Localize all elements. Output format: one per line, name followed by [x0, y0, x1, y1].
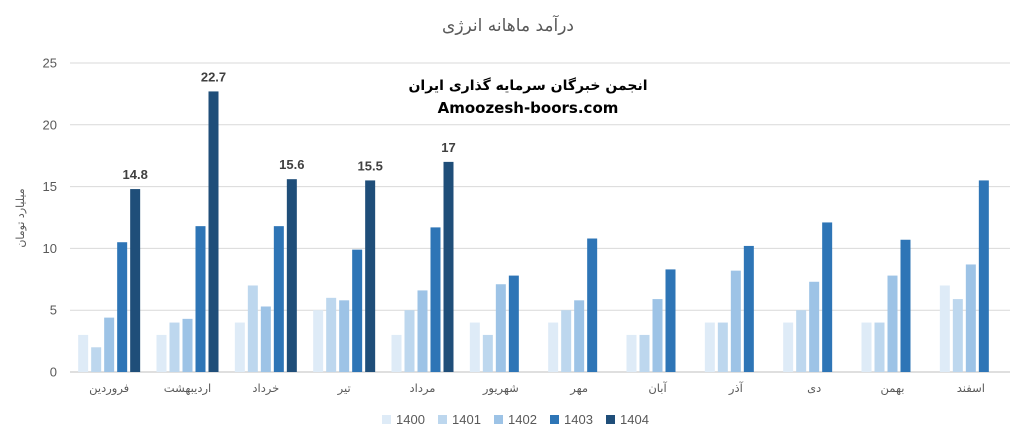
- bar-1403-12: [978, 180, 989, 372]
- y-axis-label: میلیارد تومان: [14, 188, 27, 247]
- x-tick-label: شهریور: [482, 381, 519, 396]
- bar-1402-11: [887, 275, 898, 372]
- bar-1400-1: [78, 334, 89, 372]
- bar-1400-5: [391, 334, 402, 372]
- bar-1402-1: [104, 317, 115, 372]
- bar-1401-5: [404, 310, 415, 372]
- x-tick-label: مهر: [569, 381, 588, 396]
- bar-1403-8: [665, 269, 676, 372]
- bar-1401-9: [717, 322, 728, 372]
- bar-1400-11: [861, 322, 872, 372]
- bar-1402-10: [809, 281, 820, 372]
- bar-1401-2: [169, 322, 180, 372]
- watermark-line-1: انجمن خبرگان سرمایه گذاری ایران: [408, 77, 647, 94]
- data-label: 15.6: [279, 157, 304, 172]
- x-tick-label: آذر: [728, 381, 744, 396]
- legend-swatch-1404: [606, 415, 615, 424]
- chart-title: درآمد ماهانه انرژی: [442, 14, 574, 36]
- data-labels: 14.8 22.7 15.6 15.5 17: [123, 69, 456, 182]
- x-tick-label: اسفند: [957, 381, 985, 395]
- bar-1402-5: [417, 290, 428, 372]
- bar-1403-9: [743, 245, 754, 372]
- x-tick-label: اردیبهشت: [164, 381, 211, 396]
- bar-1400-4: [313, 310, 324, 372]
- bar-1401-6: [482, 334, 493, 372]
- bar-1403-11: [900, 239, 911, 372]
- bar-1404-3: [286, 179, 297, 372]
- legend-swatch-1401: [438, 415, 447, 424]
- bar-1401-11: [874, 322, 885, 372]
- bar-1403-5: [430, 227, 441, 372]
- y-axis-ticks: 0 5 10 15 20 25: [43, 56, 57, 380]
- bar-1401-7: [561, 310, 572, 372]
- bar-1402-6: [495, 284, 506, 372]
- x-tick-label: بهمن: [881, 381, 905, 396]
- bar-1403-4: [352, 249, 363, 372]
- y-tick-label: 5: [50, 303, 57, 318]
- bar-1403-6: [508, 275, 519, 372]
- y-tick-label: 0: [50, 365, 57, 380]
- bar-1400-9: [704, 322, 715, 372]
- y-tick-label: 15: [43, 179, 57, 194]
- bar-1402-9: [730, 270, 741, 372]
- bar-1402-7: [574, 300, 585, 372]
- bar-1404-1: [130, 189, 141, 372]
- bar-1403-7: [587, 238, 598, 372]
- legend-swatch-1402: [494, 415, 503, 424]
- watermark-line-2: Amoozesh-boors.com: [438, 99, 619, 117]
- x-tick-label: تیر: [337, 381, 351, 396]
- bar-1401-1: [91, 347, 102, 372]
- bars: [78, 91, 989, 372]
- bar-1401-3: [247, 285, 258, 372]
- data-label: 22.7: [201, 69, 226, 84]
- bar-1400-6: [469, 322, 480, 372]
- bar-1404-2: [208, 91, 219, 372]
- legend-label: 1401: [452, 412, 481, 427]
- bar-1402-3: [260, 306, 271, 372]
- bar-1401-12: [952, 299, 963, 372]
- bar-1401-4: [326, 297, 337, 372]
- y-tick-label: 10: [43, 241, 57, 256]
- bar-1403-3: [273, 226, 284, 372]
- bar-1403-1: [117, 242, 128, 372]
- bar-1402-12: [965, 264, 976, 372]
- x-tick-label: آبان: [648, 381, 667, 395]
- legend-label: 1402: [508, 412, 537, 427]
- bar-1402-8: [652, 299, 663, 372]
- legend-swatch-1400: [382, 415, 391, 424]
- bar-1400-3: [234, 322, 245, 372]
- data-label: 14.8: [123, 167, 148, 182]
- bar-1403-2: [195, 226, 206, 372]
- gridlines: [70, 62, 1010, 373]
- bar-1400-7: [548, 322, 559, 372]
- bar-1404-4: [365, 180, 376, 372]
- legend-swatch-1403: [550, 415, 559, 424]
- bar-1404-5: [443, 161, 454, 372]
- bar-1402-4: [339, 300, 350, 372]
- bar-1402-2: [182, 318, 193, 372]
- legend-label: 1403: [564, 412, 593, 427]
- bar-1400-10: [783, 322, 794, 372]
- x-axis-ticks: فروردین اردیبهشت خرداد تیر مرداد شهریور مهر آبا…: [89, 381, 985, 396]
- legend-label: 1404: [620, 412, 649, 427]
- data-label: 15.5: [358, 158, 383, 173]
- x-tick-label: دی: [807, 381, 821, 395]
- bar-1400-2: [156, 334, 167, 372]
- bar-1400-8: [626, 334, 637, 372]
- legend-label: 1400: [396, 412, 425, 427]
- x-tick-label: فروردین: [89, 381, 129, 396]
- y-tick-label: 20: [43, 117, 57, 132]
- y-tick-label: 25: [43, 56, 57, 71]
- bar-1401-10: [796, 310, 807, 372]
- x-tick-label: مرداد: [410, 381, 436, 396]
- legend: 1400 1401 1402 1403 1404: [382, 412, 649, 427]
- bar-1403-10: [822, 222, 833, 372]
- x-tick-label: خرداد: [252, 381, 279, 396]
- bar-1401-8: [639, 334, 650, 372]
- data-label: 17: [441, 140, 455, 155]
- bar-1400-12: [939, 285, 950, 372]
